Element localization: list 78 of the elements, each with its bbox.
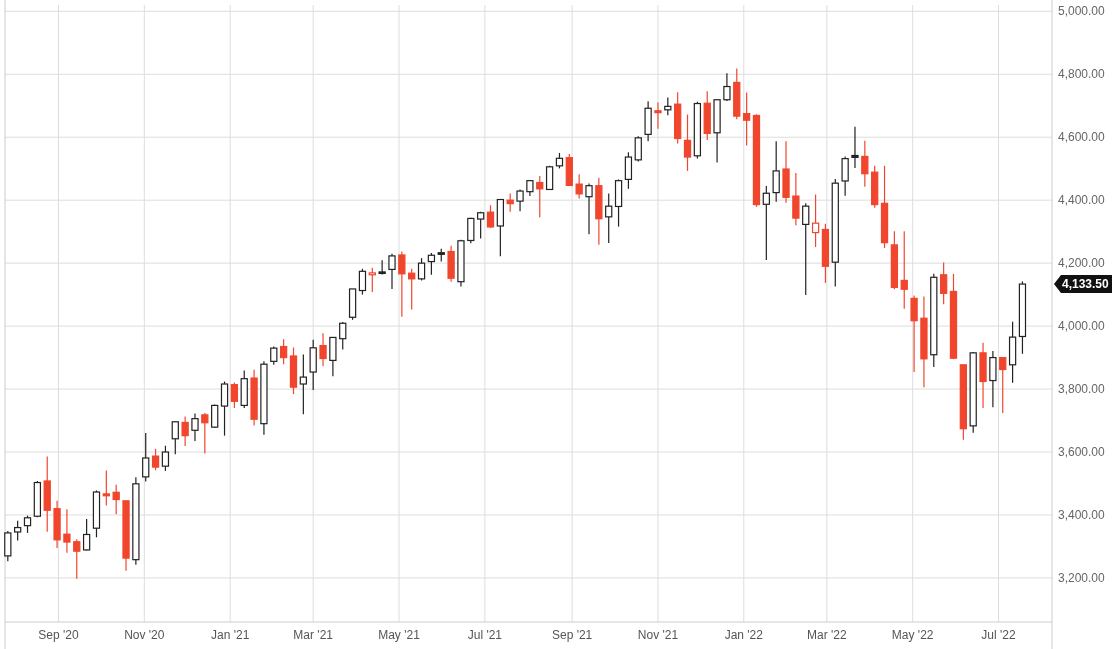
candlestick — [191, 413, 199, 442]
candlestick — [142, 432, 150, 483]
candlestick — [408, 268, 416, 311]
candlestick — [989, 350, 997, 408]
x-tick-label: Jan '22 — [724, 628, 764, 642]
candlestick — [605, 192, 613, 244]
candlestick — [861, 140, 869, 188]
candlestick — [201, 412, 209, 455]
candlestick — [329, 336, 337, 377]
x-tick-label: Jul '21 — [467, 628, 503, 642]
y-tick-label: 4,600.00 — [1058, 130, 1106, 145]
x-tick-label: Nov '21 — [637, 628, 679, 642]
y-tick-label: 4,200.00 — [1058, 256, 1106, 271]
x-tick-label: Sep '20 — [38, 628, 79, 642]
y-tick-label: 4,800.00 — [1058, 67, 1106, 82]
candlestick — [634, 135, 642, 163]
x-tick-label: May '22 — [891, 628, 934, 642]
candlestick — [585, 182, 593, 235]
candlestick — [339, 321, 347, 350]
y-tick-label: 3,800.00 — [1058, 382, 1106, 397]
candlestick — [841, 155, 849, 197]
candlestick — [772, 140, 780, 203]
candlestick — [742, 91, 751, 146]
x-tick-label: Mar '22 — [807, 628, 847, 642]
candlestick — [802, 202, 810, 296]
candlestick — [279, 338, 288, 365]
candlestick — [368, 267, 376, 293]
candlestick — [575, 173, 583, 200]
y-tick-label: 3,600.00 — [1058, 445, 1106, 460]
candlestick — [319, 332, 327, 367]
candlestick — [220, 380, 229, 437]
candlestick — [181, 415, 189, 447]
x-tick-label: Mar '21 — [293, 628, 334, 642]
candlestick — [230, 381, 239, 409]
candlestick — [102, 469, 110, 507]
candlestick — [467, 217, 475, 244]
text: 4,133.50 — [1062, 277, 1110, 292]
candlestick — [624, 151, 633, 190]
candlestick — [427, 252, 436, 276]
candlestick — [378, 259, 386, 276]
candlestick — [486, 204, 495, 229]
candlestick — [536, 175, 544, 218]
candlestick — [683, 113, 692, 172]
candlestick — [851, 126, 859, 169]
candlestick — [151, 448, 160, 471]
candlestick — [939, 261, 948, 305]
y-tick-label: 4,000.00 — [1058, 319, 1106, 334]
candlestick — [112, 484, 120, 515]
candlestick — [811, 193, 820, 248]
candlestick — [516, 188, 524, 212]
candlestick — [299, 353, 307, 415]
candlestick — [358, 268, 367, 296]
candlestick — [477, 211, 485, 240]
y-tick-label: 3,200.00 — [1058, 571, 1106, 586]
candlestick — [4, 530, 12, 562]
candlestick — [398, 250, 406, 318]
candlestick — [82, 518, 91, 552]
y-tick-label: 5,000.00 — [1058, 4, 1106, 19]
candlestick — [654, 101, 662, 130]
x-tick-label: Jul '22 — [981, 628, 1017, 642]
candlestick — [388, 253, 396, 290]
candlestick — [161, 445, 170, 472]
candlestick — [63, 508, 71, 554]
candlestick — [762, 185, 770, 261]
candlestick — [171, 421, 179, 455]
candlestick — [900, 230, 908, 310]
candlestick — [999, 356, 1007, 414]
x-tick-label: Jan '21 — [211, 628, 250, 642]
x-tick-label: Nov '20 — [124, 628, 165, 642]
x-tick-label: May '21 — [378, 628, 421, 642]
y-tick-label: 3,400.00 — [1058, 508, 1106, 523]
x-tick-label: Sep '21 — [551, 628, 593, 642]
candlestick — [792, 172, 800, 226]
y-tick-label: 4,400.00 — [1058, 193, 1106, 208]
candlestick — [14, 520, 22, 542]
candlestick — [723, 72, 731, 102]
candlestick — [73, 538, 81, 580]
candlestick — [910, 294, 918, 373]
